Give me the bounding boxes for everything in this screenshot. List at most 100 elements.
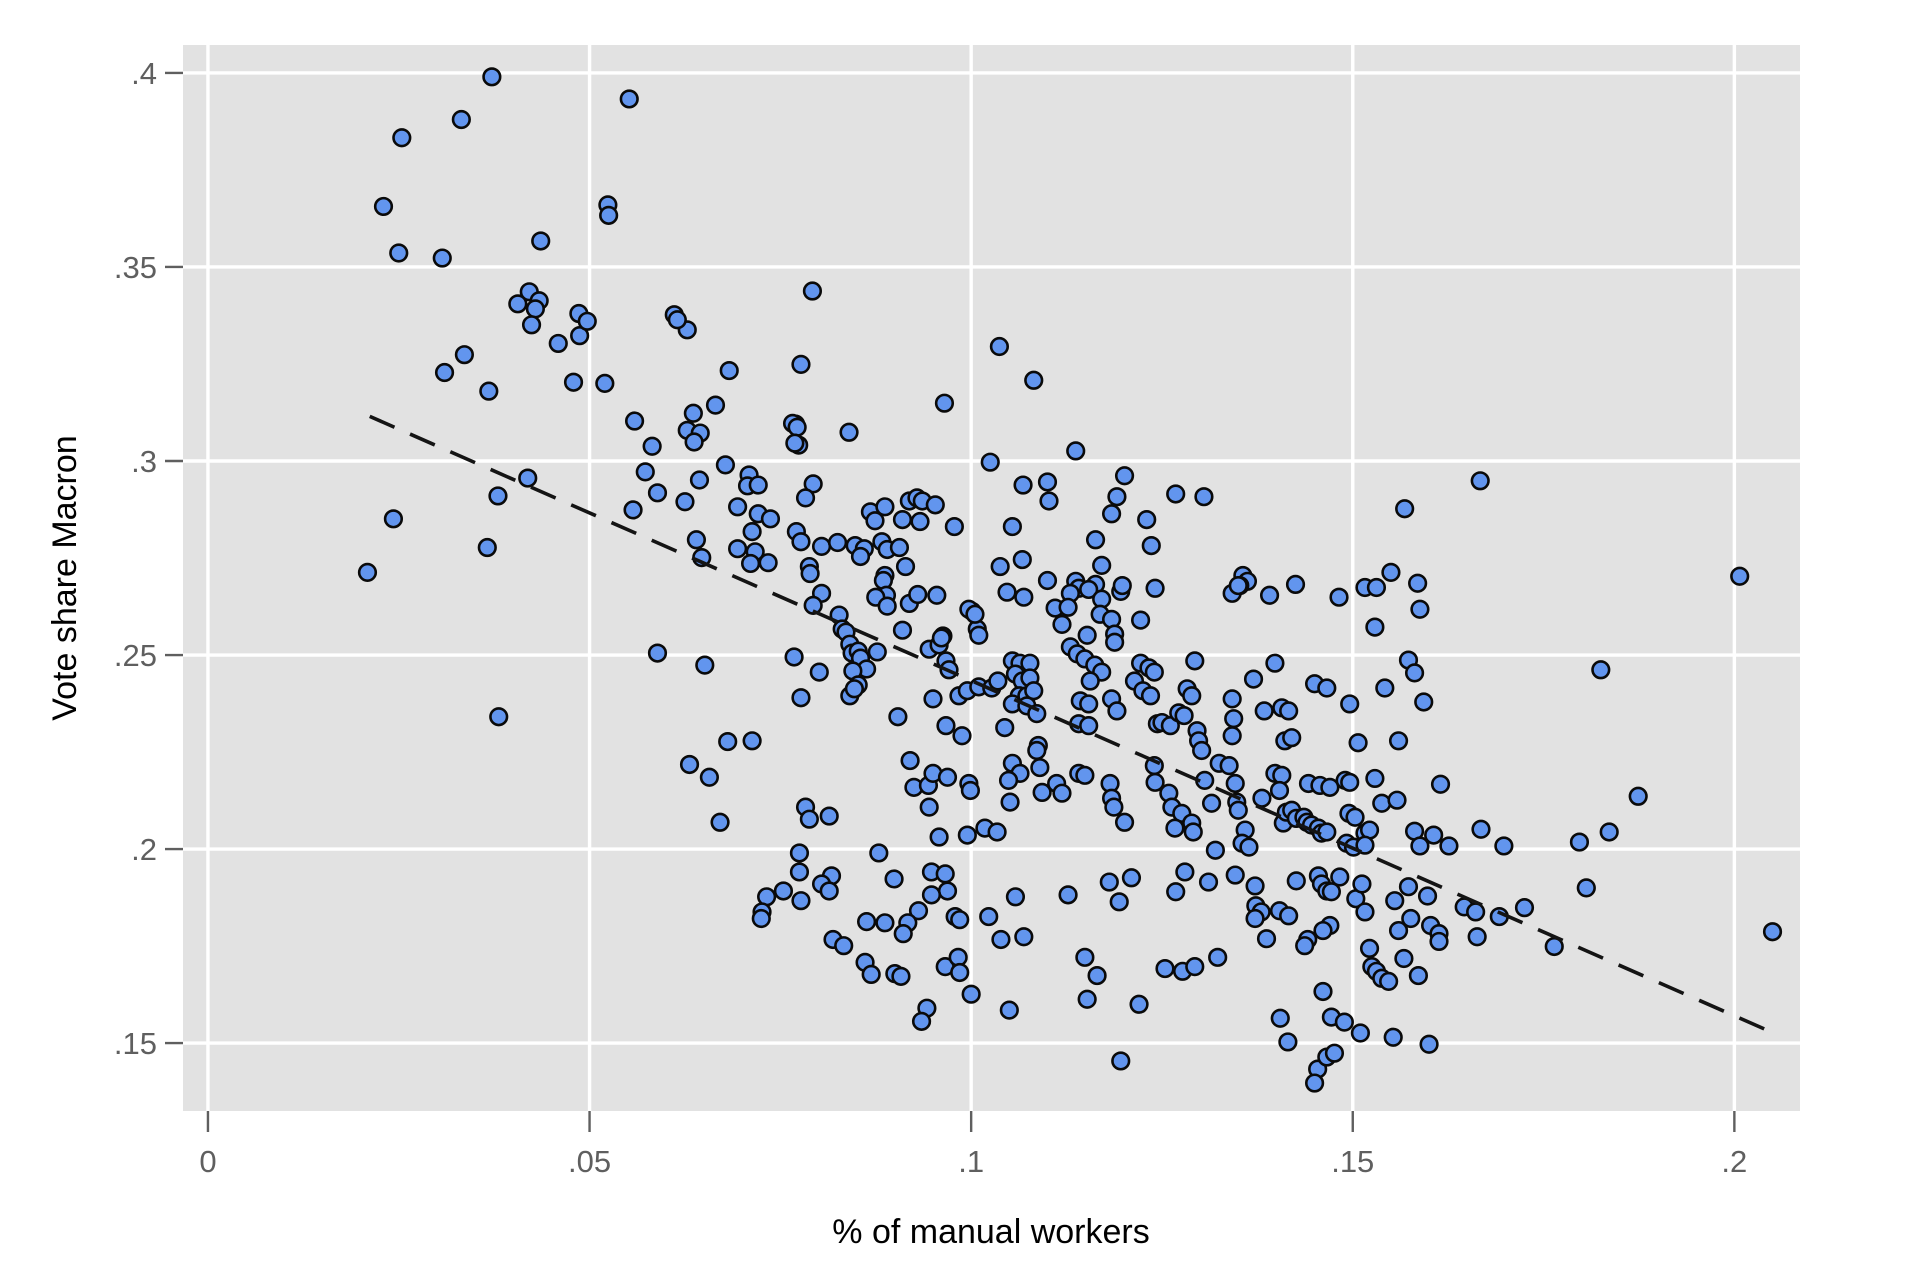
data-point	[998, 770, 1019, 790]
data-point	[710, 812, 730, 832]
data-point	[1321, 882, 1341, 902]
data-point	[960, 780, 980, 801]
data-point	[937, 881, 958, 901]
data-point	[1107, 701, 1127, 721]
data-point	[991, 929, 1011, 950]
data-point	[434, 362, 455, 383]
data-point	[1052, 614, 1072, 634]
data-point	[1228, 800, 1248, 820]
data-point	[1058, 885, 1078, 905]
data-point	[1417, 886, 1438, 906]
data-point	[1599, 822, 1619, 842]
data-point	[751, 908, 771, 929]
data-point	[1243, 669, 1264, 689]
data-point	[1424, 825, 1444, 845]
data-point	[1245, 876, 1265, 896]
data-point	[1470, 471, 1490, 491]
data-point	[432, 248, 452, 268]
data-point	[1256, 929, 1277, 949]
data-point	[908, 901, 929, 921]
data-point	[995, 717, 1015, 738]
data-point	[1024, 681, 1044, 701]
data-point	[1183, 822, 1203, 842]
data-point	[861, 964, 881, 985]
data-point	[1099, 872, 1119, 892]
data-point	[1092, 555, 1112, 575]
data-point	[728, 497, 748, 517]
data-point	[1077, 989, 1097, 1009]
data-point	[1285, 574, 1306, 595]
data-point	[1359, 938, 1380, 959]
data-point	[891, 966, 911, 986]
data-point	[1408, 965, 1428, 986]
data-point	[1155, 958, 1175, 979]
data-point	[1079, 579, 1099, 600]
data-point	[957, 825, 977, 845]
data-point	[563, 372, 584, 392]
data-point	[1372, 793, 1392, 813]
data-point	[1222, 689, 1242, 709]
data-point	[1295, 936, 1315, 956]
data-point	[819, 881, 839, 901]
data-point	[1401, 908, 1421, 929]
data-point	[935, 864, 955, 884]
data-point	[1375, 678, 1395, 698]
data-point	[373, 196, 394, 217]
data-point	[1395, 499, 1415, 519]
data-point	[1388, 731, 1409, 751]
data-point	[1355, 902, 1375, 922]
data-point	[1109, 892, 1129, 912]
data-point	[623, 500, 643, 520]
data-point	[624, 411, 645, 431]
data-point	[800, 563, 820, 584]
data-point	[1408, 573, 1428, 593]
data-point	[525, 299, 545, 319]
data-point	[1080, 671, 1100, 691]
data-point	[477, 537, 497, 558]
data-point	[919, 797, 939, 817]
data-point	[1305, 1073, 1325, 1093]
data-point	[719, 360, 739, 381]
axis-ticks	[165, 71, 1736, 1132]
data-point	[1114, 812, 1135, 832]
data-point	[1252, 788, 1272, 808]
data-point	[888, 707, 908, 727]
data-point	[929, 827, 949, 847]
data-point	[705, 395, 726, 415]
y-tick-label: .15	[114, 1026, 157, 1061]
data-point	[1324, 1043, 1345, 1063]
data-point	[1114, 466, 1135, 486]
data-point	[1141, 535, 1161, 556]
data-point	[1105, 632, 1125, 652]
data-point	[1348, 733, 1368, 753]
data-point	[686, 530, 707, 550]
data-point	[1410, 836, 1430, 856]
data-point	[1037, 472, 1058, 492]
data-point	[1024, 370, 1044, 390]
data-point	[1085, 530, 1106, 550]
data-point	[1079, 694, 1099, 714]
data-point	[1052, 783, 1072, 803]
x-tick-label: .05	[568, 1144, 611, 1179]
data-point	[1104, 797, 1124, 817]
data-point	[1066, 441, 1086, 461]
data-point	[1087, 965, 1107, 986]
data-point	[1730, 566, 1750, 586]
data-point	[1282, 728, 1302, 748]
data-point	[1591, 660, 1611, 680]
data-point	[1254, 701, 1274, 721]
data-point	[1345, 807, 1365, 827]
data-point	[699, 767, 719, 787]
data-point	[1014, 587, 1034, 607]
data-point	[1387, 790, 1407, 810]
data-point	[910, 511, 930, 532]
data-point	[667, 310, 687, 330]
data-point	[1576, 878, 1596, 898]
data-point	[1208, 947, 1228, 967]
data-point	[1317, 678, 1337, 698]
data-point	[908, 584, 928, 605]
data-point	[1388, 920, 1409, 941]
data-point	[1320, 777, 1340, 797]
data-point	[1222, 726, 1242, 746]
data-point	[1398, 877, 1419, 897]
